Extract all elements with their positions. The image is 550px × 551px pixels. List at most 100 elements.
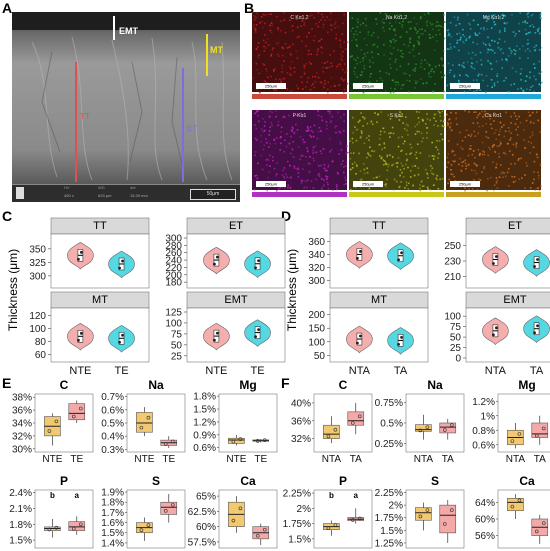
eds-dot [364,117,366,119]
eds-dot [506,59,508,62]
eds-dot [434,66,437,68]
eds-dot [535,44,538,47]
eds-dot [398,186,400,189]
eds-dot [366,44,368,46]
eds-dot [407,124,409,127]
eds-dot [426,20,429,23]
eds-dot [261,20,263,23]
eds-dot [269,29,272,32]
box-point [163,509,168,513]
eds-dot [269,110,271,113]
eds-dot [513,112,516,114]
eds-dot [336,186,338,188]
eds-dot [540,12,542,15]
eds-dot [316,53,318,56]
eds-dot [483,153,486,156]
eds-dot [323,163,326,166]
eds-dot [270,31,273,34]
eds-dot [339,116,342,119]
eds-dot [395,21,397,24]
eds-dot [480,73,483,76]
eds-dot [420,16,422,18]
eds-dot [402,176,405,178]
eds-dot [474,135,477,137]
eds-dot [540,185,542,187]
eds-dot [409,170,412,172]
eds-dot [437,125,439,127]
eds-dot [536,156,539,159]
eds-dot [277,41,280,44]
eds-dot [537,171,539,174]
eds-dot [322,71,324,73]
eds-dot [426,127,428,129]
eds-dot [266,141,268,144]
eds-dot [311,14,313,16]
eds-dot [379,133,382,136]
eds-dot [355,59,357,62]
panel-label-d: D [281,208,292,224]
eds-dot [330,76,333,79]
eds-dot [357,121,360,123]
eds-scale-box [353,181,383,187]
eds-dot [262,148,265,151]
eds-dot [263,50,266,52]
info-label-2: WD [98,185,105,190]
eds-dot [345,183,347,185]
eds-dot [322,148,325,150]
eds-dot [307,127,309,130]
eds-dot [513,49,515,51]
eds-dot [275,115,277,118]
eds-dot [442,64,445,66]
eds-dot [276,137,278,139]
eds-dot [500,14,503,16]
eds-dot [526,43,529,45]
eds-dot [391,25,393,27]
y-tick-label: 32% [291,434,311,445]
eds-dot [475,111,477,113]
eds-dot [369,65,371,68]
eds-dot [396,68,398,71]
eds-dot [327,31,329,34]
eds-dot [370,73,372,75]
eds-dot [335,125,337,127]
eds-dot [333,50,335,52]
eds-dot [281,71,283,73]
eds-dot [373,43,376,46]
eds-dot [422,137,424,139]
eds-dot [508,167,510,170]
eds-dot [536,187,538,190]
eds-dot [325,177,328,180]
eds-dot [458,163,460,166]
eds-colorbar [252,94,347,99]
box-NTA [323,424,340,439]
eds-dot [437,29,440,31]
eds-dot [281,46,284,49]
eds-dot [286,88,288,90]
eds-dot [254,29,257,31]
eds-dot [303,67,306,69]
eds-dot [341,55,344,57]
eds-dot [515,128,517,131]
eds-dot [534,189,537,191]
eds-dot [443,125,445,128]
y-tick-label: 180 [165,278,182,289]
eds-dot [441,110,444,113]
eds-dot [533,75,535,77]
eds-dot [351,17,354,19]
eds-dot [454,160,456,163]
eds-dot [389,154,391,156]
box-point [510,439,515,443]
eds-dot [522,89,525,92]
facet-plot [50,307,150,363]
eds-scale-text: 250μm [459,84,472,89]
eds-dot [426,132,428,134]
eds-dot [514,162,516,165]
eds-dot [391,164,393,167]
eds-dot [435,146,437,149]
eds-dot [511,154,514,156]
eds-dot [509,139,511,141]
eds-dot [289,186,292,189]
